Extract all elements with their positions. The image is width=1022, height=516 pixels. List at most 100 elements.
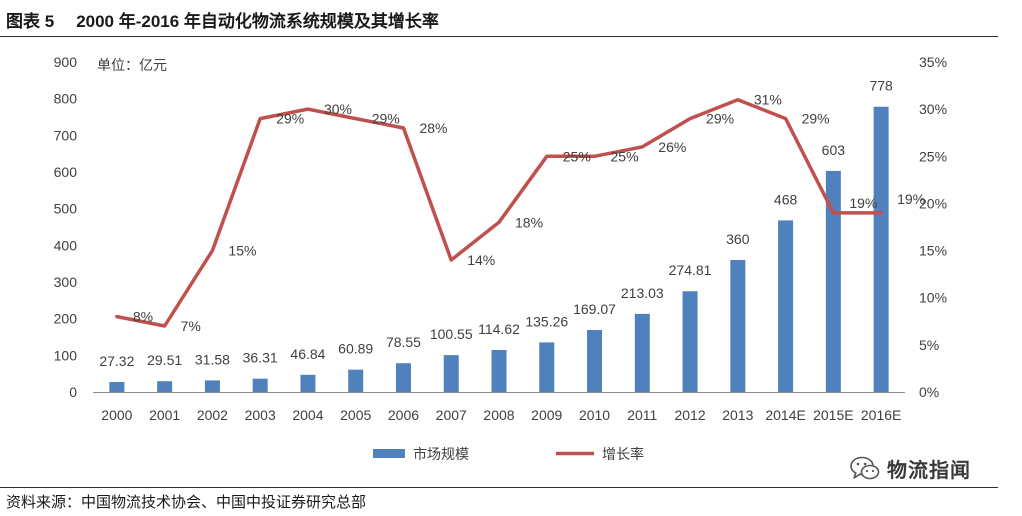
y-left-tick-label: 400 (54, 237, 78, 253)
bar-value-label: 36.31 (243, 350, 278, 366)
y-right-tick-label: 20% (919, 195, 947, 211)
growth-rate-label: 29% (706, 111, 734, 127)
bar-2000 (109, 381, 125, 392)
y-left-tick-label: 200 (54, 311, 78, 327)
bar-value-label: 274.81 (669, 262, 712, 278)
y-left-tick-label: 0 (69, 384, 77, 400)
y-left-axis: 0 100 200 300 400 500 600 700 800 900 (54, 54, 78, 400)
x-tick-label: 2012 (674, 407, 705, 423)
chart-title: 2000 年-2016 年自动化物流系统规模及其增长率 (76, 12, 439, 31)
x-tick-label: 2007 (436, 407, 467, 423)
growth-rate-label: 26% (658, 139, 686, 155)
bar-2006 (395, 363, 411, 392)
unit-label: 单位：亿元 (97, 57, 167, 73)
y-left-tick-label: 800 (54, 91, 78, 107)
x-tick-label: 2002 (197, 407, 228, 423)
y-left-tick-label: 600 (54, 164, 78, 180)
growth-rate-label: 14% (467, 252, 495, 268)
bar-2004 (300, 374, 316, 392)
x-tick-label: 2003 (245, 407, 276, 423)
x-tick-label: 2001 (149, 407, 180, 423)
legend: 市场规模 增长率 (373, 446, 644, 462)
bar-value-label: 135.26 (525, 313, 568, 329)
x-tick-label: 2014E (765, 407, 805, 423)
growth-rate-label: 25% (611, 148, 639, 164)
bar-2002 (204, 380, 220, 392)
bar-value-label: 31.58 (195, 351, 230, 367)
y-right-tick-label: 15% (919, 243, 947, 259)
bar-series: 27.32 29.51 31.58 36.31 46.84 60.89 78.55 100.5… (99, 78, 893, 392)
y-left-tick-label: 100 (54, 347, 78, 363)
legend-label-bar: 市场规模 (413, 446, 469, 462)
figure-label: 图表 5 (6, 12, 55, 31)
wechat-icon (850, 456, 880, 479)
bar-value-label: 27.32 (99, 353, 134, 369)
growth-rate-label: 19% (897, 191, 925, 207)
y-left-tick-label: 900 (54, 54, 78, 70)
bar-value-label: 778 (869, 78, 893, 94)
bar-2008 (491, 349, 507, 392)
y-right-axis: 0% 5% 10% 15% 20% 25% 30% 35% (919, 54, 947, 400)
growth-rate-label: 30% (324, 101, 352, 117)
x-tick-label: 2016E (861, 407, 901, 423)
y-right-tick-label: 25% (919, 148, 947, 164)
legend-swatch-bar (373, 449, 405, 458)
growth-rate-label: 28% (419, 120, 447, 136)
growth-rate-label: 25% (563, 148, 591, 164)
x-tick-label: 2010 (579, 407, 610, 423)
bar-value-label: 213.03 (621, 285, 664, 301)
growth-rate-label: 19% (849, 195, 877, 211)
bar-value-label: 100.55 (430, 326, 473, 342)
bar-2005 (348, 369, 364, 392)
growth-rate-label: 8% (133, 309, 153, 325)
bar-value-label: 78.55 (386, 334, 421, 350)
bar-2016E (873, 106, 889, 392)
bar-value-label: 46.84 (290, 346, 325, 362)
x-axis: 2000 2001 2002 2003 2004 2005 2006 2007 2008 2009… (93, 392, 905, 423)
y-right-tick-label: 0% (919, 384, 939, 400)
x-tick-label: 2008 (483, 407, 514, 423)
bar-2009 (539, 342, 555, 392)
x-tick-label: 2006 (388, 407, 419, 423)
bar-2014E (778, 220, 794, 392)
bar-value-label: 29.51 (147, 352, 182, 368)
y-right-tick-label: 30% (919, 101, 947, 117)
x-tick-label: 2005 (340, 407, 371, 423)
x-tick-label: 2004 (292, 407, 323, 423)
x-tick-label: 2011 (627, 407, 657, 423)
figure-title: 图表 5 2000 年-2016 年自动化物流系统规模及其增长率 (6, 7, 439, 32)
bar-2001 (157, 381, 173, 392)
y-left-tick-label: 500 (54, 201, 78, 217)
growth-rate-label: 29% (276, 111, 304, 127)
bar-2010 (587, 330, 603, 392)
bar-2012 (682, 291, 698, 392)
legend-label-line: 增长率 (602, 446, 644, 462)
bar-2013 (730, 260, 746, 392)
watermark-text: 物流指闻 (887, 460, 971, 482)
footer-divider (0, 487, 998, 488)
x-tick-label: 2015E (813, 407, 853, 423)
x-tick-label: 2009 (531, 407, 562, 423)
bar-2011 (634, 313, 650, 392)
bar-value-label: 114.62 (478, 321, 520, 337)
growth-rate-label: 31% (754, 92, 782, 108)
growth-rate-label: 29% (802, 111, 830, 127)
x-tick-label: 2000 (101, 407, 132, 423)
growth-rate-line (115, 97, 883, 328)
bar-2007 (443, 355, 459, 392)
y-left-tick-label: 300 (54, 274, 78, 290)
bar-value-label: 468 (774, 191, 798, 207)
y-right-tick-label: 5% (919, 337, 939, 353)
bar-value-label: 360 (726, 231, 750, 247)
y-right-tick-label: 35% (919, 54, 947, 70)
growth-rate-label: 18% (515, 214, 543, 230)
bar-value-label: 60.89 (338, 341, 373, 357)
watermark: 物流指闻 (850, 454, 971, 483)
growth-rate-label: 15% (228, 243, 256, 259)
source-note: 资料来源：中国物流技术协会、中国中投证券研究总部 (6, 494, 367, 511)
x-tick-label: 2013 (722, 407, 753, 423)
bar-value-label: 603 (822, 142, 846, 158)
line-series: 8% 7% 15% 29% 30% 29% 28% 14% 18% 25% 25% 26% 29% 31%… (115, 92, 925, 334)
growth-rate-label: 7% (181, 318, 201, 334)
bar-2015E (825, 170, 841, 392)
